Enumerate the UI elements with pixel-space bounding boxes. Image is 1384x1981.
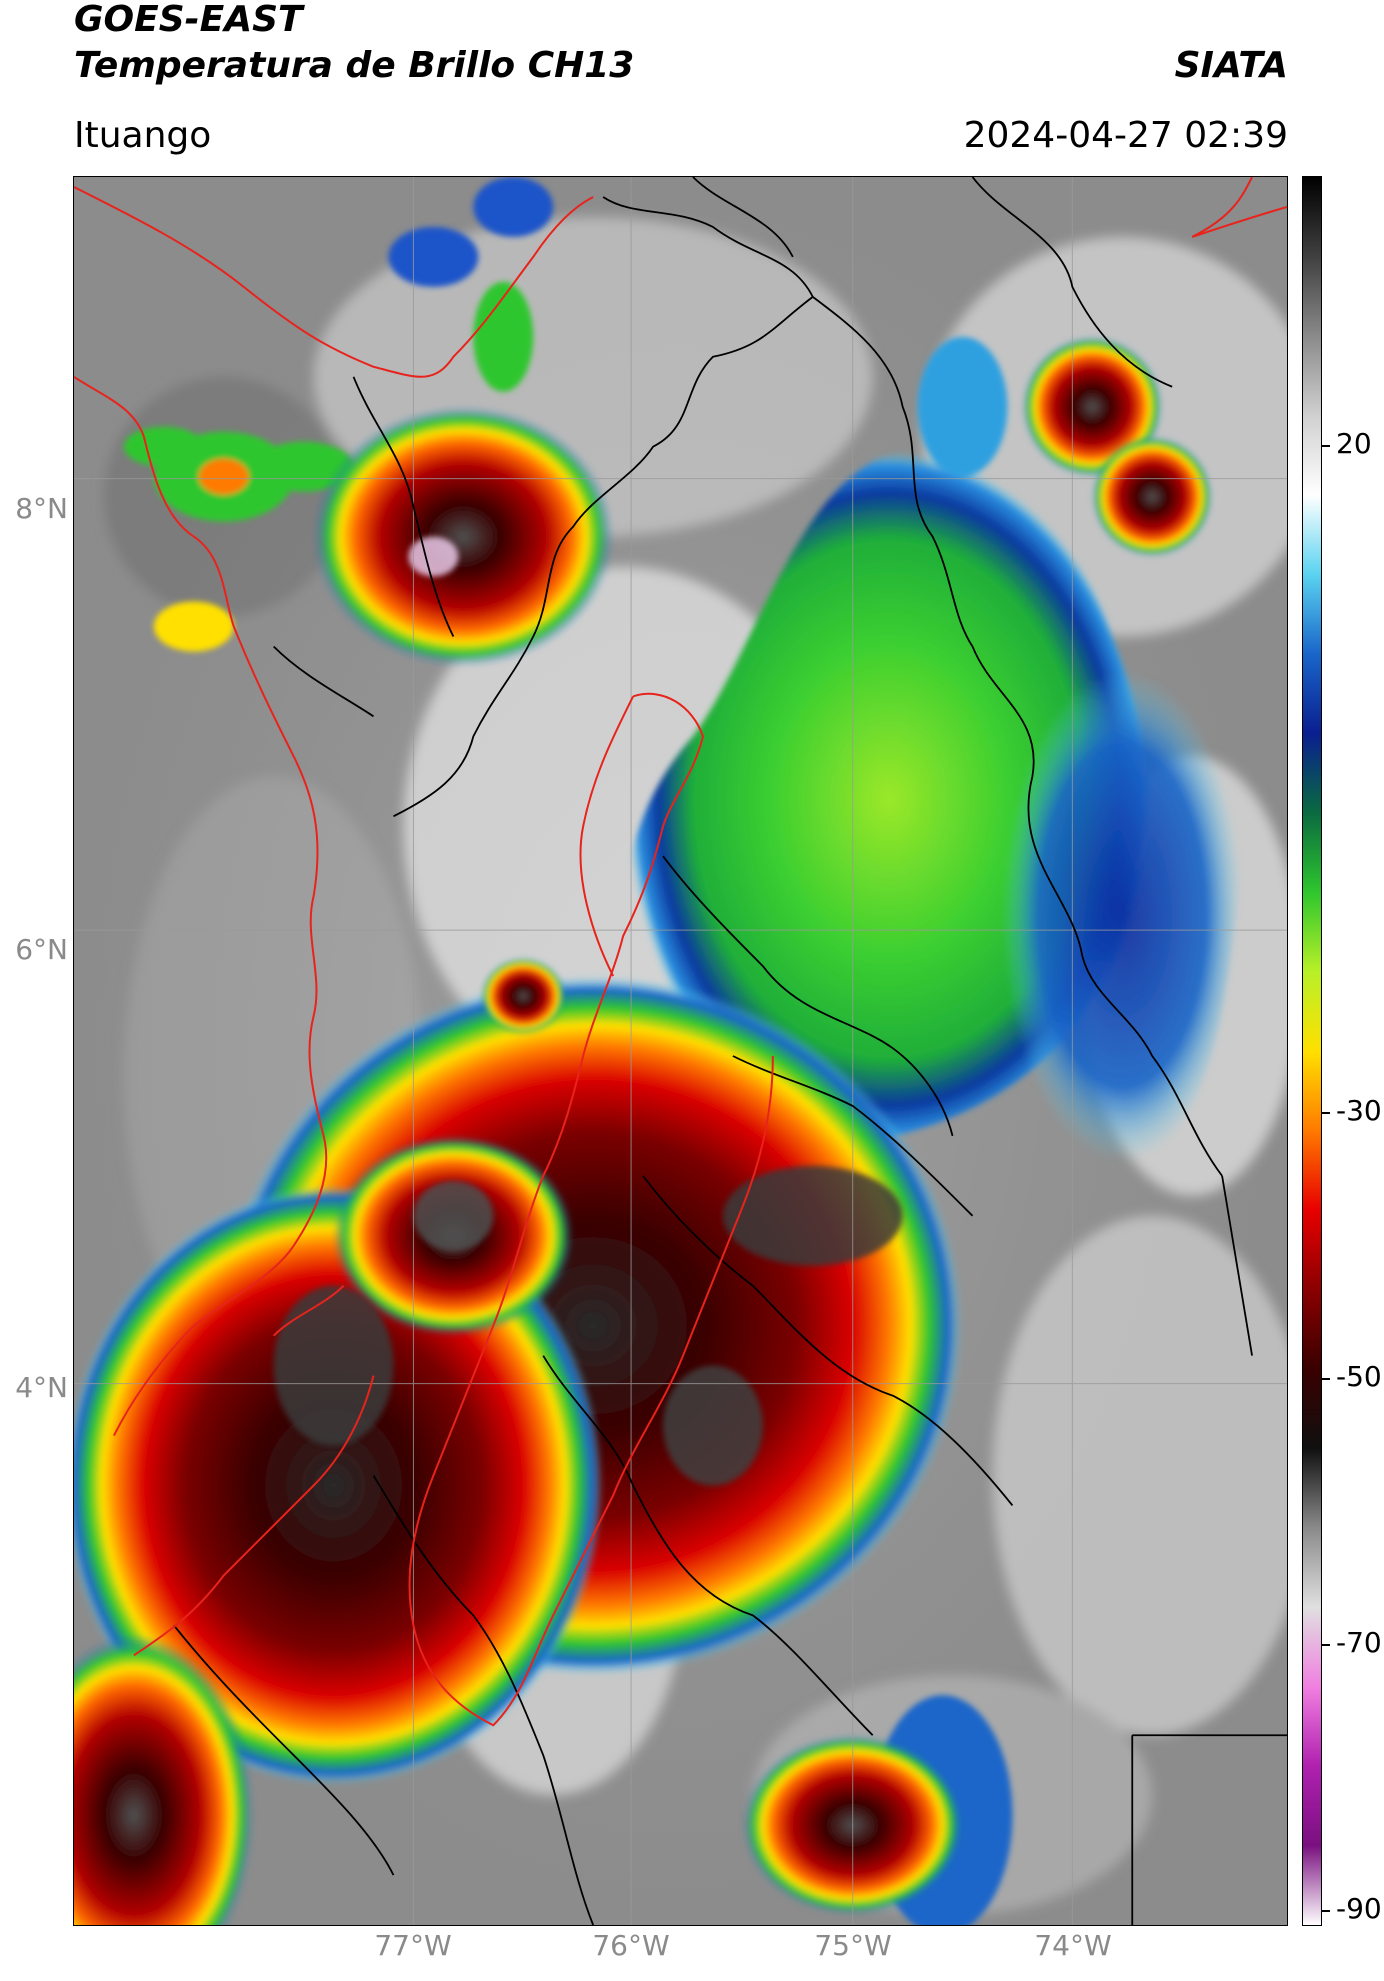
colorbar-label-minus50: -50: [1336, 1360, 1382, 1393]
temperature-colorbar: [1302, 176, 1322, 1926]
datetime-label: 2024-04-27 02:39: [963, 115, 1288, 156]
lon-label-74w: 74°W: [1034, 1929, 1112, 1962]
lon-label-76w: 76°W: [592, 1929, 670, 1962]
colorbar-label-minus70: -70: [1336, 1626, 1382, 1659]
title-line-2: Temperatura de Brillo CH13: [74, 45, 635, 86]
lat-label-6n: 6°N: [15, 933, 68, 966]
colorbar-tick: [1322, 1910, 1330, 1912]
satellite-map[interactable]: [73, 176, 1288, 1926]
region-label: Ituango: [74, 115, 212, 156]
lat-label-8n: 8°N: [15, 492, 68, 525]
colorbar-tick: [1322, 1378, 1330, 1380]
colorbar-label-minus30: -30: [1336, 1094, 1382, 1127]
colorbar-tick: [1322, 1644, 1330, 1646]
lat-label-4n: 4°N: [15, 1371, 68, 1404]
colorbar-label-minus90: -90: [1336, 1892, 1382, 1925]
title-line-1: GOES-EAST: [74, 0, 303, 40]
colorbar-label-20: 20: [1336, 427, 1372, 460]
colorbar-tick: [1322, 1112, 1330, 1114]
satellite-map-image: [74, 177, 1287, 1925]
lon-label-77w: 77°W: [374, 1929, 452, 1962]
lon-label-75w: 75°W: [814, 1929, 892, 1962]
colorbar-tick: [1322, 445, 1330, 447]
organization-label: SIATA: [1174, 45, 1288, 86]
